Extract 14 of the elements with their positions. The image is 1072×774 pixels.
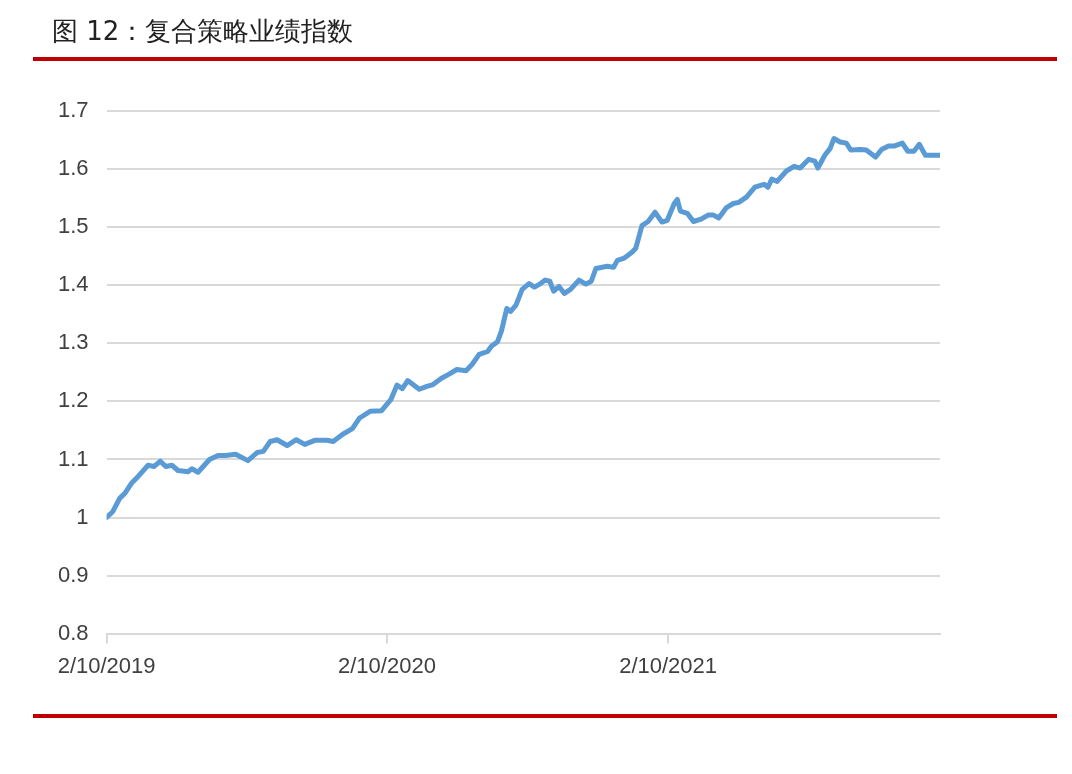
y-tick-label: 1.3 bbox=[57, 329, 89, 355]
y-tick-label: 1.1 bbox=[57, 445, 89, 471]
y-tick-label: 1.5 bbox=[57, 213, 89, 239]
x-tick-label: 2/10/2020 bbox=[338, 652, 436, 678]
chart-title: 图 12：复合策略业绩指数 bbox=[52, 15, 354, 48]
y-tick-label: 1.6 bbox=[57, 155, 89, 181]
x-tick-label: 2/10/2021 bbox=[619, 652, 718, 678]
y-tick-label: 0.9 bbox=[57, 561, 89, 587]
y-tick-label: 1 bbox=[76, 503, 89, 529]
x-tick-label: 2/10/2019 bbox=[57, 652, 156, 678]
y-tick-label: 1.7 bbox=[57, 97, 89, 123]
y-tick-label: 1.2 bbox=[57, 387, 89, 413]
y-tick-label: 0.8 bbox=[57, 619, 89, 645]
y-tick-label: 1.4 bbox=[57, 271, 89, 297]
